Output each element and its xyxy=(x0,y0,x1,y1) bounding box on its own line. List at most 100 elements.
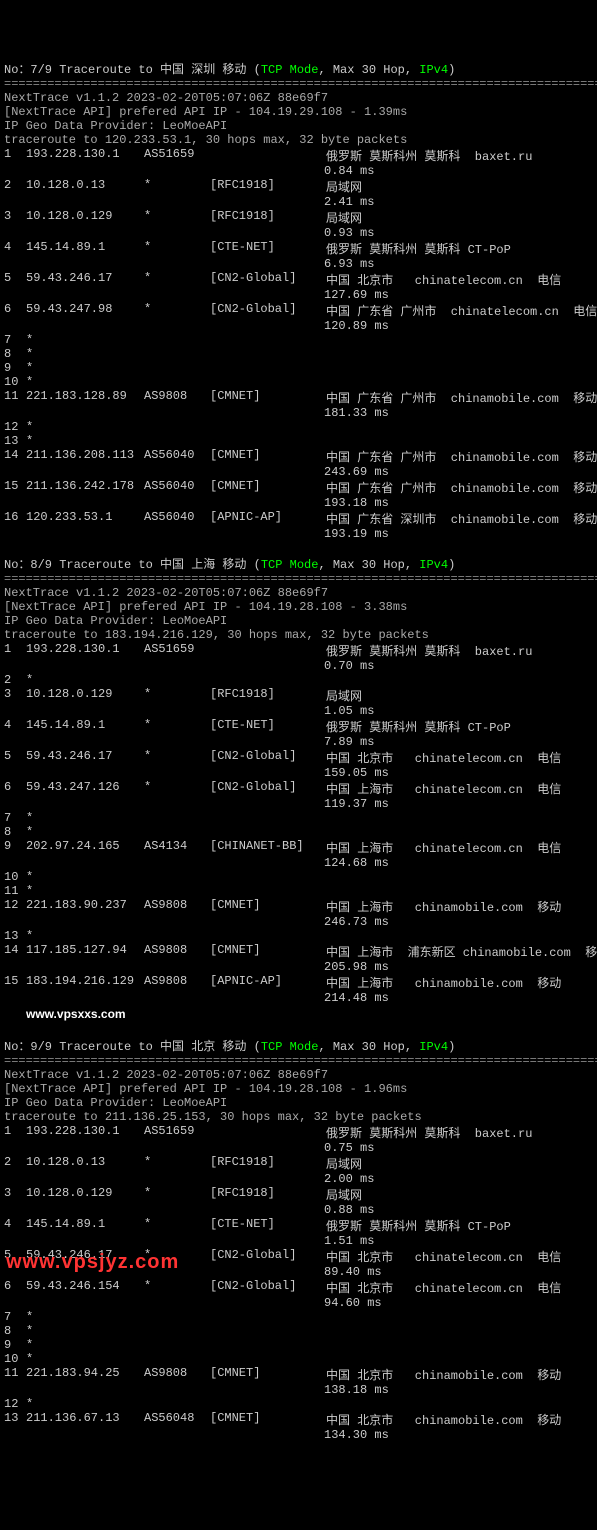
hop-ip: 10.128.0.13 xyxy=(26,178,144,195)
hop-location xyxy=(326,929,597,943)
hop-number: 3 xyxy=(4,687,26,704)
hop-location: 中国 北京市 chinatelecom.cn 电信 xyxy=(326,1248,597,1265)
hop-as: * xyxy=(144,1155,210,1172)
info-line: NextTrace v1.1.2 2023-02-20T05:07:06Z 88… xyxy=(4,586,597,600)
hop-network: [CTE-NET] xyxy=(210,718,326,735)
hop-ip: 10.128.0.129 xyxy=(26,687,144,704)
hop-ip: * xyxy=(26,434,144,448)
hop-network xyxy=(210,434,326,448)
hop-network: [CMNET] xyxy=(210,1411,326,1428)
hop-row: 10* xyxy=(4,1352,597,1366)
hop-as: * xyxy=(144,1279,210,1296)
hop-number: 4 xyxy=(4,718,26,735)
hop-as: * xyxy=(144,271,210,288)
hop-ip: 193.228.130.1 xyxy=(26,1124,144,1141)
hop-ip: 211.136.67.13 xyxy=(26,1411,144,1428)
separator-line: ========================================… xyxy=(4,77,597,91)
hop-number: 4 xyxy=(4,1217,26,1234)
hop-row: 9* xyxy=(4,361,597,375)
hop-as: * xyxy=(144,178,210,195)
hop-row: 16120.233.53.1AS56040[APNIC-AP]中国 广东省 深圳… xyxy=(4,510,597,527)
hop-latency: 193.19 ms xyxy=(4,527,597,541)
hop-ip: * xyxy=(26,1310,144,1324)
hop-row: 1193.228.130.1AS51659俄罗斯 莫斯科州 莫斯科 baxet.… xyxy=(4,642,597,659)
hop-ip: * xyxy=(26,1397,144,1411)
hop-as: AS9808 xyxy=(144,1366,210,1383)
hop-location: 中国 上海市 浦东新区 chinamobile.com 移动 xyxy=(326,943,597,960)
hop-ip: * xyxy=(26,929,144,943)
hop-number: 15 xyxy=(4,479,26,496)
header-paren: ( xyxy=(246,1040,260,1054)
hop-row: 1193.228.130.1AS51659俄罗斯 莫斯科州 莫斯科 baxet.… xyxy=(4,1124,597,1141)
hop-location xyxy=(326,361,597,375)
hop-network: [CTE-NET] xyxy=(210,240,326,257)
trace-header: No：7/9 Traceroute to 中国 深圳 移动 (TCP Mode,… xyxy=(4,60,597,77)
hop-location xyxy=(326,1352,597,1366)
hop-network xyxy=(210,1324,326,1338)
hop-network xyxy=(210,825,326,839)
hop-location: 俄罗斯 莫斯科州 莫斯科 CT-PoP xyxy=(326,240,597,257)
hop-as xyxy=(144,1310,210,1324)
hop-ip: 193.228.130.1 xyxy=(26,147,144,164)
hop-location: 中国 上海市 chinatelecom.cn 电信 xyxy=(326,839,597,856)
hop-row: 310.128.0.129*[RFC1918]局域网 xyxy=(4,209,597,226)
hop-ip: * xyxy=(26,884,144,898)
hop-location: 局域网 xyxy=(326,687,597,704)
hop-row: 7* xyxy=(4,811,597,825)
hop-latency: 2.41 ms xyxy=(4,195,597,209)
hop-as xyxy=(144,929,210,943)
hop-location: 中国 北京市 chinamobile.com 移动 xyxy=(326,1366,597,1383)
hop-row: 14211.136.208.113AS56040[CMNET]中国 广东省 广州… xyxy=(4,448,597,465)
info-line: [NextTrace API] prefered API IP - 104.19… xyxy=(4,105,597,119)
hop-network: [CN2-Global] xyxy=(210,1279,326,1296)
header-prefix: No：8/9 Traceroute to xyxy=(4,558,160,572)
hop-row: 210.128.0.13*[RFC1918]局域网 xyxy=(4,178,597,195)
info-line: IP Geo Data Provider: LeoMoeAPI xyxy=(4,614,597,628)
separator-line: ========================================… xyxy=(4,1054,597,1068)
hop-network xyxy=(210,1124,326,1141)
hop-location: 中国 上海市 chinatelecom.cn 电信 xyxy=(326,780,597,797)
hop-number: 9 xyxy=(4,1338,26,1352)
hop-as xyxy=(144,1397,210,1411)
hop-as: AS56040 xyxy=(144,479,210,496)
hop-network: [CMNET] xyxy=(210,389,326,406)
hop-number: 8 xyxy=(4,347,26,361)
hop-ip: * xyxy=(26,1352,144,1366)
hop-location: 中国 上海市 chinamobile.com 移动 xyxy=(326,974,597,991)
header-dest: 中国 上海 移动 xyxy=(160,558,246,572)
hop-as: AS51659 xyxy=(144,147,210,164)
hop-as xyxy=(144,884,210,898)
hop-network: [CTE-NET] xyxy=(210,1217,326,1234)
hop-as xyxy=(144,333,210,347)
hop-number: 8 xyxy=(4,1324,26,1338)
hop-number: 6 xyxy=(4,780,26,797)
hop-latency: 159.05 ms xyxy=(4,766,597,780)
hop-number: 14 xyxy=(4,448,26,465)
hop-row: 9* xyxy=(4,1338,597,1352)
hop-number: 7 xyxy=(4,1310,26,1324)
info-line: [NextTrace API] prefered API IP - 104.19… xyxy=(4,1082,597,1096)
hop-network: [RFC1918] xyxy=(210,178,326,195)
hop-latency: 0.84 ms xyxy=(4,164,597,178)
header-prefix: No：7/9 Traceroute to xyxy=(4,63,160,77)
hop-as xyxy=(144,1324,210,1338)
hop-latency: 94.60 ms xyxy=(4,1296,597,1310)
hop-latency: 214.48 ms xyxy=(4,991,597,1005)
hop-location: 中国 北京市 chinatelecom.cn 电信 xyxy=(326,1279,597,1296)
hop-as xyxy=(144,870,210,884)
hop-as xyxy=(144,1352,210,1366)
hop-number: 10 xyxy=(4,375,26,389)
hop-number: 12 xyxy=(4,420,26,434)
info-line: [NextTrace API] prefered API IP - 104.19… xyxy=(4,600,597,614)
header-mode: TCP Mode xyxy=(261,63,319,77)
hop-network: [CN2-Global] xyxy=(210,271,326,288)
header-mid: , Max 30 Hop, xyxy=(318,1040,419,1054)
header-mode: TCP Mode xyxy=(261,1040,319,1054)
hop-as: * xyxy=(144,240,210,257)
blank-line xyxy=(4,541,597,555)
hop-location: 局域网 xyxy=(326,1155,597,1172)
hop-latency: 124.68 ms xyxy=(4,856,597,870)
hop-location: 局域网 xyxy=(326,1186,597,1203)
separator-line: ========================================… xyxy=(4,572,597,586)
hop-network xyxy=(210,1338,326,1352)
